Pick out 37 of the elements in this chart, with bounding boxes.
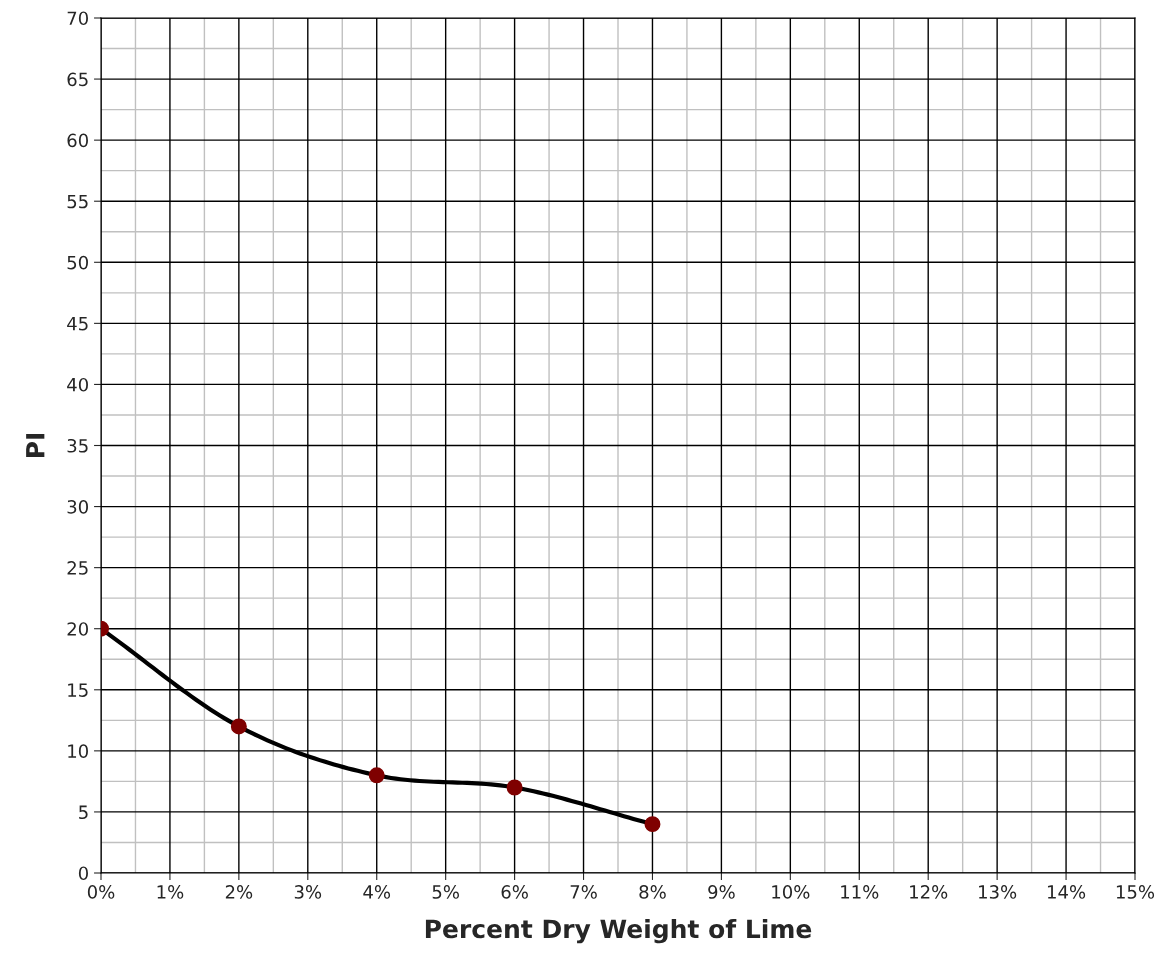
point [644, 816, 661, 833]
y-tick-label: 65 [67, 72, 88, 87]
x-tick-label: 11% [841, 885, 879, 899]
point [506, 779, 523, 796]
x-tick-label: 14% [1047, 885, 1086, 899]
y-tick-label: 70 [67, 11, 88, 26]
y-tick-label: 15 [68, 683, 88, 697]
y-axis-title: PI [26, 433, 45, 458]
x-tick-label: 3% [294, 885, 322, 899]
x-tick-label: 1% [157, 885, 184, 899]
x-tick-label: 7% [570, 885, 597, 899]
x-tick-label: 2% [225, 885, 253, 899]
y-tick-label: 25 [67, 561, 88, 575]
y-tick-label: 10 [68, 744, 88, 758]
x-tick-label: 12% [910, 885, 948, 899]
y-tick-label: 5 [79, 805, 88, 820]
y-tick-label: 50 [67, 255, 88, 270]
x-tick-label: 10% [772, 885, 810, 899]
x-tick-label: 0% [87, 885, 115, 899]
y-tick-label: 55 [67, 194, 88, 209]
y-tick-label: 35 [67, 438, 88, 453]
x-tick-label: 5% [432, 885, 459, 899]
y-tick-label: 30 [67, 500, 88, 514]
x-tick-label: 9% [708, 885, 735, 899]
x-tick-label: 8% [639, 885, 666, 899]
y-tick-label: 60 [67, 133, 88, 148]
y-tick-label: 0 [78, 866, 88, 881]
point [230, 718, 247, 735]
x-tick-label: 13% [979, 885, 1017, 899]
x-axis-title: Percent Dry Weight of Lime [425, 918, 812, 944]
x-tick-label: 6% [501, 885, 528, 899]
y-tick-label: 40 [67, 377, 88, 392]
x-tick-label: 15% [1116, 885, 1155, 899]
x-tick-label: 4% [363, 885, 391, 899]
y-tick-label: 20 [67, 622, 88, 636]
y-tick-label: 45 [67, 317, 88, 331]
point [368, 767, 385, 784]
